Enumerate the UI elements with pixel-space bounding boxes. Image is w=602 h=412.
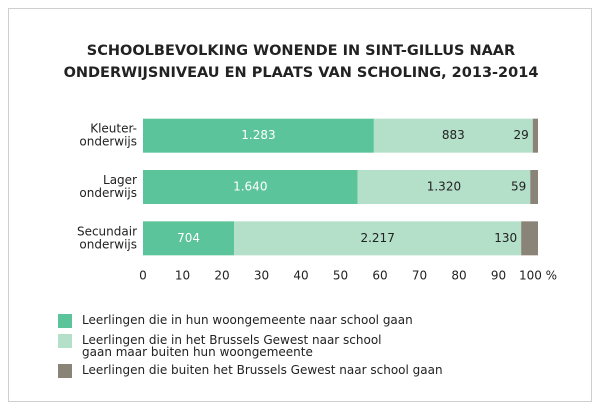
x-tick-label: 90 xyxy=(491,269,506,283)
x-tick-label: 30 xyxy=(254,269,269,283)
legend-item: Leerlingen die buiten het Brussels Gewes… xyxy=(58,364,538,378)
data-label: 883 xyxy=(442,128,465,142)
legend-label: Leerlingen die in hun woongemeente naar … xyxy=(82,313,413,327)
bar-segment xyxy=(143,170,358,204)
x-tick-label: 70 xyxy=(412,269,427,283)
y-tick-label: Kleuter- xyxy=(90,122,137,136)
data-label: 130 xyxy=(494,231,517,245)
legend-swatch xyxy=(58,364,72,378)
bar-segment xyxy=(234,221,522,256)
data-label: 2.217 xyxy=(360,231,394,245)
data-label: 1.283 xyxy=(241,128,275,142)
legend-swatch xyxy=(58,334,72,348)
y-tick-label: onderwijs xyxy=(79,186,137,200)
x-tick-label: 60 xyxy=(372,269,387,283)
bar-segment xyxy=(532,118,538,153)
x-tick-label: 10 xyxy=(175,269,190,283)
legend-label: Leerlingen die in het Brussels Gewest na… xyxy=(82,333,382,359)
legend-item: Leerlingen die in het Brussels Gewest na… xyxy=(58,334,538,358)
legend-swatch xyxy=(58,314,72,328)
data-label: 59 xyxy=(511,180,526,194)
x-tick-label: 80 xyxy=(451,269,466,283)
x-tick-label: 0 xyxy=(139,269,147,283)
x-tick-label: 50 xyxy=(333,269,348,283)
legend-item: Leerlingen die in hun woongemeente naar … xyxy=(58,314,538,328)
x-tick-label: 100 % xyxy=(519,269,557,283)
x-tick-label: 20 xyxy=(214,269,229,283)
bar-segment xyxy=(530,170,538,204)
data-label: 29 xyxy=(514,128,529,142)
x-tick-label: 40 xyxy=(293,269,308,283)
chart-title: SCHOOLBEVOLKING WONENDE IN SINT-GILLUS N… xyxy=(87,43,515,59)
y-tick-label: Lager xyxy=(103,173,137,187)
y-tick-label: onderwijs xyxy=(79,135,137,149)
y-tick-label: Secundair xyxy=(77,224,137,238)
data-label: 704 xyxy=(177,231,200,245)
bar-segment xyxy=(357,170,531,204)
bar-segment xyxy=(373,118,533,153)
y-tick-label: onderwijs xyxy=(79,237,137,251)
bar-segment xyxy=(521,221,538,256)
data-label: 1.320 xyxy=(427,180,461,194)
bar-segment xyxy=(143,221,235,256)
chart-title: ONDERWIJSNIVEAU EN PLAATS VAN SCHOLING, … xyxy=(64,65,539,81)
legend-label: Leerlingen die buiten het Brussels Gewes… xyxy=(82,363,443,377)
bar-segment xyxy=(143,118,374,153)
data-label: 1.640 xyxy=(233,180,267,194)
legend: Leerlingen die in hun woongemeente naar … xyxy=(58,314,538,384)
frame xyxy=(8,8,592,402)
